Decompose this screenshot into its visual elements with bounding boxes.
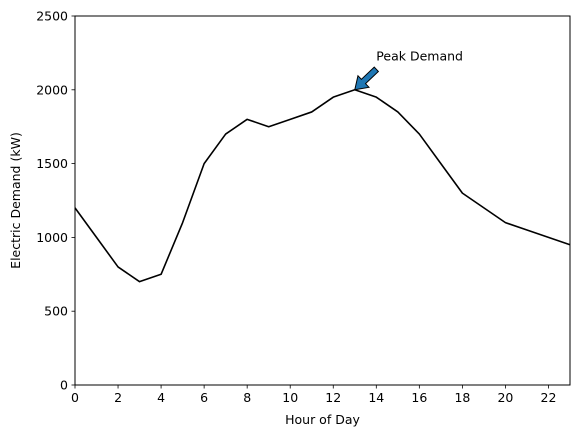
axis-ticks: 0 2 4 6 8 10 12 14 16 18 20 22 0 500 1000 1500 2000 2500 (36, 9, 556, 406)
x-tick-label: 18 (454, 390, 470, 405)
y-tick-label: 2500 (36, 9, 68, 24)
y-tick-label: 2000 (36, 82, 68, 97)
x-tick-label: 12 (325, 390, 341, 405)
annotation-arrow (354, 66, 380, 91)
y-axis-label: Electric Demand (kW) (8, 132, 23, 269)
x-tick-label: 2 (114, 390, 122, 405)
plot-frame (74, 15, 571, 386)
plot-area (75, 16, 570, 385)
x-tick-label: 6 (200, 390, 208, 405)
annotation-group: Peak Demand (354, 48, 463, 91)
annotation-text: Peak Demand (376, 48, 463, 63)
y-tick-label: 1000 (36, 230, 68, 245)
x-tick-label: 20 (497, 390, 513, 405)
x-tick-label: 14 (368, 390, 384, 405)
y-tick-label: 500 (44, 304, 68, 319)
x-tick-label: 16 (411, 390, 427, 405)
y-tick-label: 0 (60, 378, 68, 393)
x-axis-label: Hour of Day (285, 412, 360, 427)
x-tick-label: 4 (157, 390, 165, 405)
x-tick-label: 0 (71, 390, 79, 405)
x-tick-label: 22 (541, 390, 557, 405)
y-tick-label: 1500 (36, 156, 68, 171)
series-group (74, 89, 571, 283)
demand-line (74, 89, 571, 283)
x-tick-label: 8 (243, 390, 251, 405)
x-tick-label: 10 (282, 390, 298, 405)
